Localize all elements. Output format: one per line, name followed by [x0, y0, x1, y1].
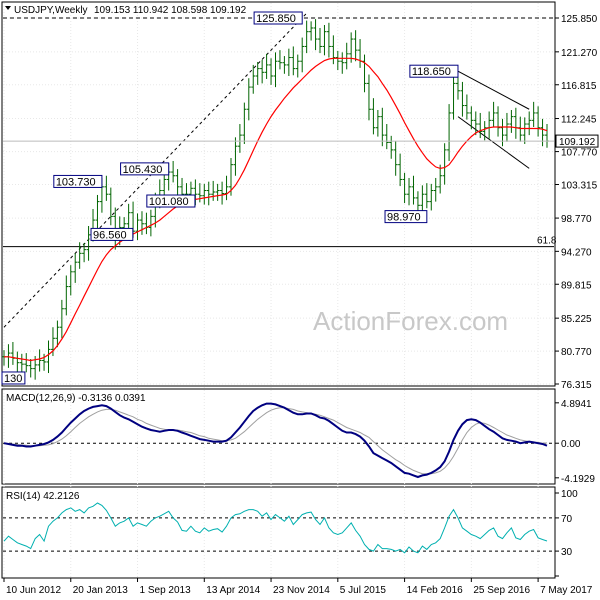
x-tick-label: 20 Jan 2013 — [73, 585, 128, 596]
y-tick-label: 112.245 — [561, 115, 597, 126]
rsi-y-tick-label: 100 — [561, 489, 578, 500]
y-tick-label: 80.770 — [561, 347, 592, 358]
macd-layer — [3, 402, 554, 479]
title-triangle-icon — [5, 6, 11, 10]
price-annotation-box — [384, 210, 428, 224]
macd-y-tick-label: 4.8941 — [561, 399, 592, 410]
y-tick-label: 121.270 — [561, 48, 598, 59]
last-price-box — [555, 134, 599, 148]
price-annotation-label: 130 — [4, 373, 22, 385]
price-annotation-label: 103.730 — [56, 176, 96, 188]
gridlines — [3, 3, 554, 577]
price-annotation-box — [120, 162, 170, 176]
price-annotation-box — [53, 174, 103, 188]
y-tick-label: 76.315 — [561, 380, 592, 391]
rsi-layer — [3, 502, 554, 554]
y-tick-label: 85.225 — [561, 314, 592, 325]
rsi-y-tick-label: 30 — [561, 547, 573, 558]
x-tick-label: 1 Sep 2013 — [140, 585, 192, 596]
channel-line — [457, 116, 530, 169]
rsi-title: RSI(14) 42.2126 — [6, 491, 80, 502]
x-tick-label: 25 Sep 2016 — [473, 585, 530, 596]
ohlc-text: 109.153 110.942 108.598 109.192 — [94, 5, 247, 16]
price-annotation-box — [90, 227, 134, 241]
price-annotation-label: 98.970 — [387, 212, 421, 224]
x-tick-label: 14 Feb 2016 — [407, 585, 464, 596]
x-tick-label: 5 Jul 2015 — [340, 585, 387, 596]
x-tick-label: 13 Apr 2014 — [206, 585, 260, 596]
macd-y-tick-label: -4.1929 — [561, 474, 595, 485]
y-tick-label: 98.770 — [561, 214, 592, 225]
x-tick-label: 10 Jun 2012 — [6, 585, 61, 596]
y-tick-label: 125.850 — [561, 14, 598, 25]
y-tick-label: 116.815 — [561, 81, 597, 92]
rsi-panel-frame — [1, 486, 556, 579]
rsi-line — [3, 502, 548, 554]
macd-title: MACD(12,26,9) -0.3136 0.0391 — [6, 393, 146, 404]
last-price-label: 109.192 — [559, 137, 596, 148]
macd-y-tick-label: 0.00 — [561, 439, 581, 450]
price-annotation-label: 105.430 — [123, 164, 163, 176]
channel-line — [457, 70, 530, 110]
price-annotation-box — [409, 64, 459, 78]
rsi-y-tick-label: 70 — [561, 514, 573, 525]
price-annotation-label: 118.650 — [412, 66, 451, 78]
axes-layer: 10 Jun 2012 20 Jan 2013 1 Sep 2013 13 Apr 2… — [3, 14, 599, 596]
macd-signal-line — [3, 407, 548, 475]
price-annotation-label: 96.560 — [93, 229, 127, 241]
moving-average-line — [4, 57, 548, 362]
macd-line — [3, 402, 548, 479]
x-tick-label: 23 Nov 2014 — [273, 585, 330, 596]
price-annotation-box — [253, 11, 303, 25]
y-tick-label: 107.770 — [561, 148, 598, 159]
y-tick-label: 94.270 — [561, 247, 592, 258]
watermark: ActionForex.com — [313, 306, 508, 336]
price-annotation-box — [146, 194, 196, 208]
y-tick-label: 103.315 — [561, 181, 598, 192]
fib-61-8-label: 61.8 — [537, 236, 557, 247]
main-title-group: USDJPY,Weekly 109.153 110.942 108.598 10… — [5, 5, 247, 16]
symbol-title: USDJPY,Weekly — [14, 5, 88, 16]
price-annotation-box — [1, 371, 26, 385]
main-panel-frame — [1, 1, 556, 387]
main-price-layer: 61.8 125.850 118.650 105.430 103.730 101.080 9… — [1, 11, 557, 385]
x-tick-label: 7 May 2017 — [540, 585, 593, 596]
y-tick-label: 89.815 — [561, 280, 592, 291]
price-annotation-label: 101.080 — [149, 196, 189, 208]
price-annotation-label: 125.850 — [256, 13, 296, 25]
